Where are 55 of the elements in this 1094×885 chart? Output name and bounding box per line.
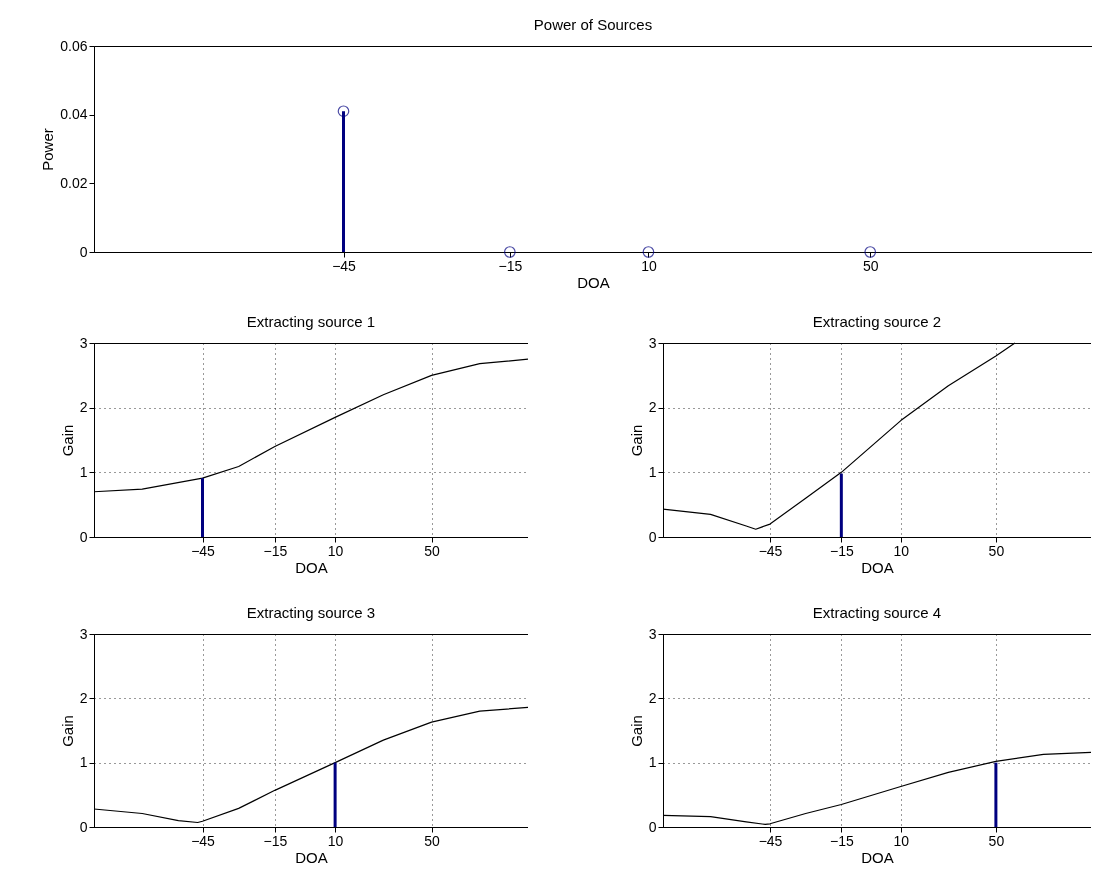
x-tick-label: −45 [758, 542, 783, 559]
y-tick-label: 0 [79, 528, 88, 545]
y-tick-label: 2 [648, 689, 657, 706]
x-axis-title: DOA [577, 273, 610, 291]
x-tick-label: −15 [829, 832, 854, 849]
y-tick-label: 1 [79, 754, 88, 771]
x-tick-label: 50 [862, 257, 879, 274]
x-axis-title: DOA [295, 558, 328, 576]
chart-title: Extracting source 2 [812, 313, 942, 330]
x-axis-title: DOA [861, 848, 894, 866]
x-tick-label: 50 [424, 832, 441, 849]
y-tick-label: 0.06 [60, 37, 88, 54]
y-axis-title: Power [39, 128, 57, 171]
y-tick-label: 1 [79, 463, 88, 480]
x-tick-label: 10 [327, 542, 344, 559]
y-tick-label: 0 [79, 243, 88, 260]
y-tick-label: 0 [79, 818, 88, 835]
y-tick-label: 1 [648, 463, 657, 480]
y-tick-label: 1 [648, 754, 657, 771]
x-axis-title: DOA [295, 848, 328, 866]
y-axis-title: Gain [627, 715, 645, 747]
y-tick-label: 3 [79, 625, 88, 642]
y-tick-label: 3 [79, 334, 88, 351]
y-tick-label: 0.04 [60, 106, 88, 123]
x-tick-label: −45 [332, 257, 357, 274]
y-tick-label: 2 [79, 689, 88, 706]
x-tick-label: −15 [498, 257, 523, 274]
y-tick-label: 3 [648, 334, 657, 351]
y-tick-label: 2 [79, 399, 88, 416]
x-tick-label: −45 [191, 832, 216, 849]
x-tick-label: −45 [191, 542, 216, 559]
y-tick-label: 3 [648, 625, 657, 642]
chart-title: Power of Sources [533, 16, 653, 33]
x-tick-label: 10 [327, 832, 344, 849]
y-tick-label: 0 [648, 818, 657, 835]
chart-title: Extracting source 3 [246, 604, 376, 621]
x-tick-label: 50 [988, 832, 1005, 849]
y-tick-label: 2 [648, 399, 657, 416]
x-tick-label: −15 [263, 542, 288, 559]
y-tick-label: 0.02 [60, 174, 88, 191]
y-tick-label: 0 [648, 528, 657, 545]
x-tick-label: 50 [424, 542, 441, 559]
y-axis-title: Gain [58, 424, 76, 457]
y-axis-title: Gain [58, 715, 76, 747]
x-tick-label: 10 [893, 542, 910, 559]
x-tick-label: 10 [641, 257, 657, 274]
x-axis-title: DOA [861, 558, 894, 576]
chart-title: Extracting source 4 [812, 604, 942, 621]
chart-title: Extracting source 1 [246, 313, 376, 330]
y-axis-title: Gain [627, 424, 645, 457]
x-tick-label: 50 [988, 542, 1005, 559]
x-tick-label: −15 [829, 542, 854, 559]
x-tick-label: −15 [263, 832, 288, 849]
x-tick-label: 10 [893, 832, 910, 849]
x-tick-label: −45 [758, 832, 783, 849]
